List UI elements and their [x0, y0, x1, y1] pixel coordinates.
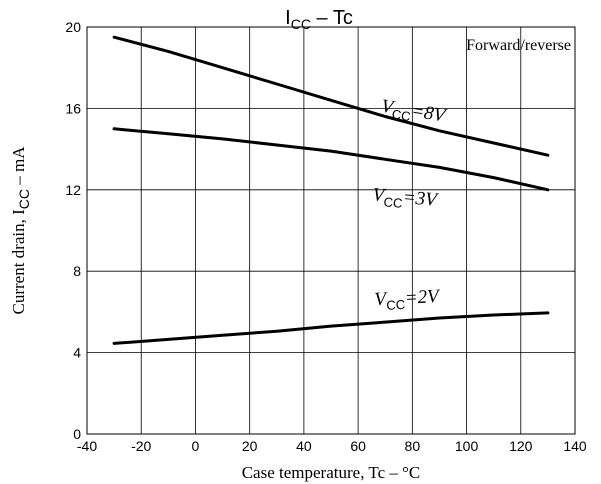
x-axis-label: Case temperature, Tc – °C [242, 463, 421, 482]
y-tick-label: 20 [65, 19, 81, 35]
series-label-2: VCC=3V [371, 184, 440, 214]
x-tick-label: 100 [455, 438, 479, 454]
y-axis-label-main: Current drain, I [9, 209, 28, 315]
series-line-3 [112, 311, 550, 345]
y-axis-label-rest: – mA [9, 146, 28, 189]
y-tick-label: 4 [73, 345, 81, 361]
y-axis-ticks: 0 4 8 12 16 20 [65, 19, 81, 442]
x-tick-label: 140 [563, 438, 587, 454]
y-tick-label: 8 [73, 263, 81, 279]
x-tick-label: 80 [405, 438, 421, 454]
series-line-1 [112, 35, 550, 157]
y-axis-label-sub: CC [16, 189, 32, 209]
series-label-3: VCC=2V [374, 286, 442, 313]
x-tick-label: 20 [242, 438, 258, 454]
y-tick-label: 16 [65, 100, 81, 116]
chart-title-sub: CC [291, 16, 311, 32]
x-tick-label: -40 [77, 438, 97, 454]
series-labels: VCC=8V VCC=3V VCC=2V [371, 96, 449, 313]
y-tick-label: 12 [65, 182, 81, 198]
series-lines [112, 35, 550, 345]
x-tick-label: 0 [192, 438, 200, 454]
x-tick-label: 60 [350, 438, 366, 454]
chart-title-main: I [285, 7, 291, 29]
grid [86, 26, 576, 435]
plot-frame [86, 26, 576, 435]
series-label-1: VCC=8V [379, 96, 449, 130]
series-line-2 [112, 127, 550, 192]
x-axis-ticks: -40 -20 0 20 40 60 80 100 120 140 [77, 438, 587, 454]
y-tick-label: 0 [73, 426, 81, 442]
y-axis-label: Current drain, ICC – mA [9, 146, 32, 315]
svg-text:ICC – Tc: ICC – Tc [285, 7, 353, 32]
x-tick-label: 40 [296, 438, 312, 454]
forward-reverse-annotation: Forward/reverse [466, 37, 571, 54]
x-tick-label: 120 [509, 438, 533, 454]
x-tick-label: -20 [131, 438, 151, 454]
chart-title-rest: – Tc [311, 7, 353, 29]
chart-title: ICC – Tc [285, 7, 353, 32]
